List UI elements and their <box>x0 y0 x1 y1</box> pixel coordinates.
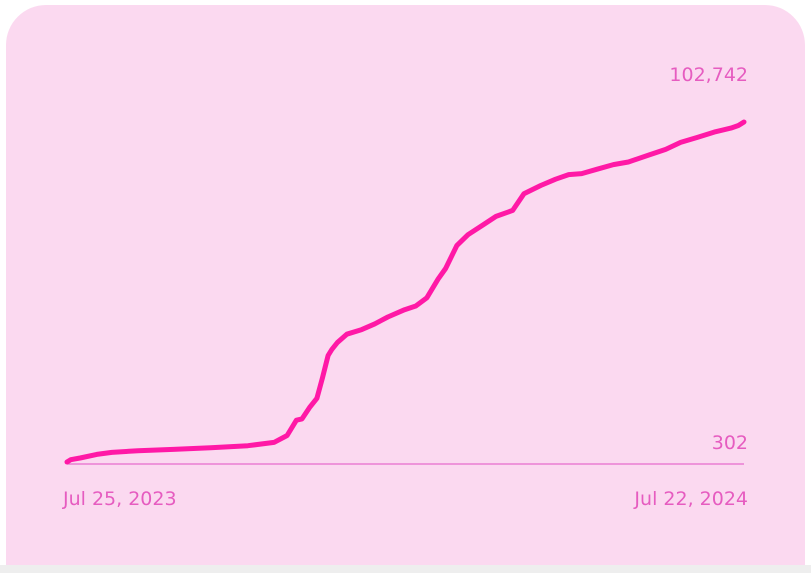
y-max-label: 102,742 <box>669 64 748 86</box>
bottom-strip <box>0 565 811 573</box>
x-start-label: Jul 25, 2023 <box>62 488 177 510</box>
chart-card <box>6 5 805 565</box>
x-end-label: Jul 22, 2024 <box>633 488 748 510</box>
y-min-label: 302 <box>712 432 748 454</box>
series-line-0 <box>64 119 747 465</box>
chart-marks <box>64 119 747 465</box>
